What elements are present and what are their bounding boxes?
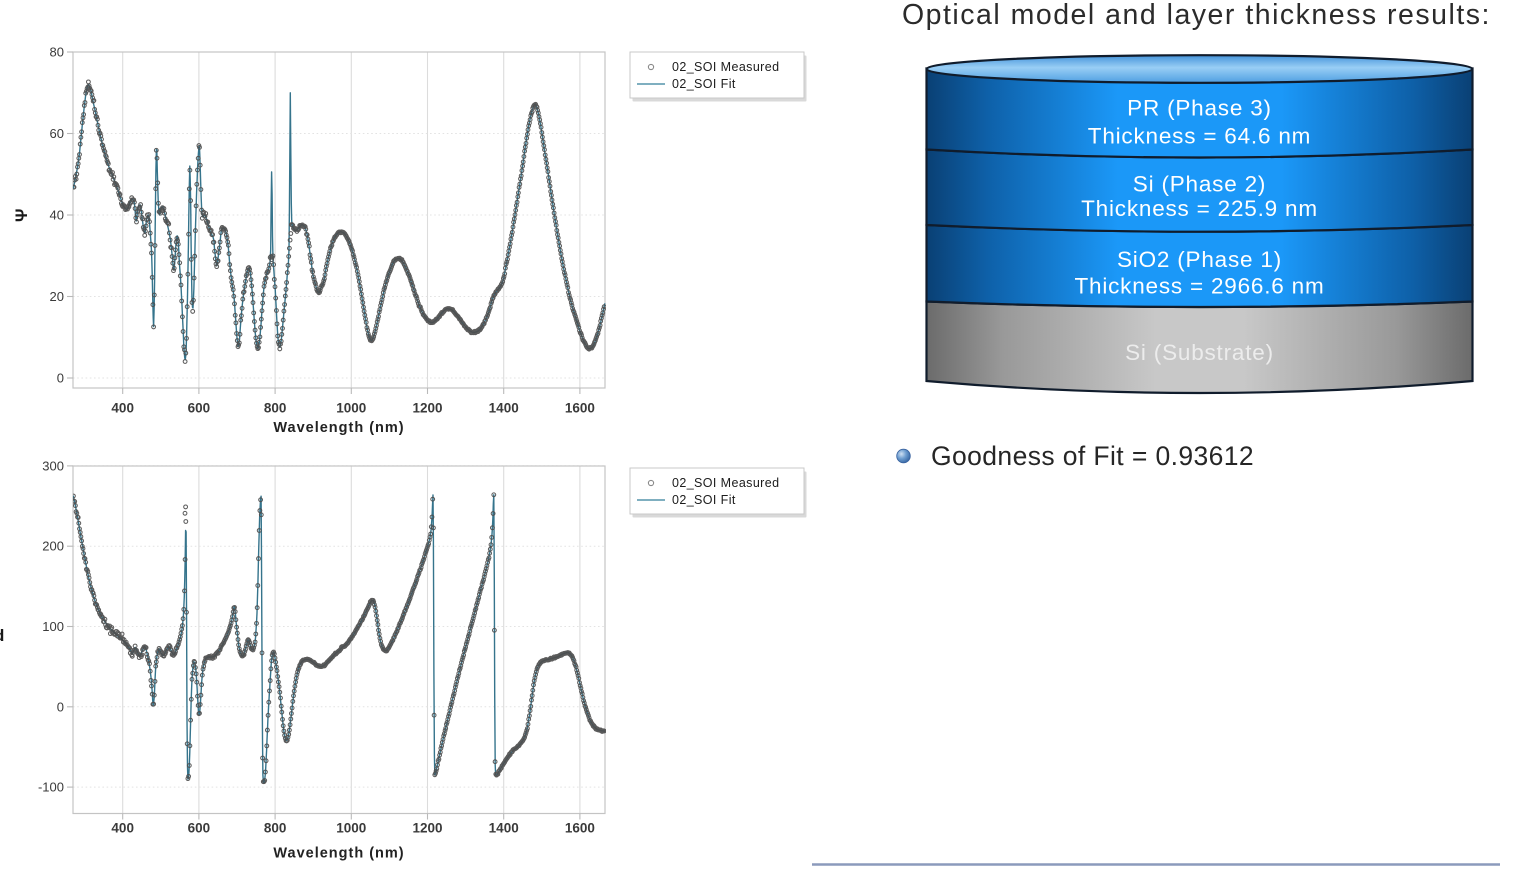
svg-text:Thickness = 225.9 nm: Thickness = 225.9 nm [1081,196,1318,221]
svg-text:Thickness = 2966.6 nm: Thickness = 2966.6 nm [1074,274,1324,299]
svg-text:1200: 1200 [412,821,442,836]
svg-text:80: 80 [50,45,64,60]
svg-text:0: 0 [57,699,64,714]
svg-text:1200: 1200 [412,401,442,416]
svg-text:1600: 1600 [565,401,595,416]
svg-text:100: 100 [42,619,64,634]
svg-text:1400: 1400 [489,821,519,836]
svg-text:-100: -100 [38,780,64,795]
svg-text:1400: 1400 [489,401,519,416]
svg-text:300: 300 [42,458,64,473]
svg-text:200: 200 [42,539,64,554]
svg-text:400: 400 [111,821,134,836]
svg-text:PR (Phase 3): PR (Phase 3) [1127,96,1272,121]
svg-text:40: 40 [50,208,64,223]
svg-text:Thickness = 64.6 nm: Thickness = 64.6 nm [1088,124,1311,149]
svg-text:800: 800 [264,401,287,416]
svg-text:0: 0 [57,371,64,386]
svg-text:1000: 1000 [336,821,366,836]
svg-text:Goodness of Fit = 0.93612: Goodness of Fit = 0.93612 [931,441,1254,471]
svg-text:60: 60 [50,126,64,141]
svg-text:Si (Substrate): Si (Substrate) [1125,340,1274,365]
svg-text:02_SOI Fit: 02_SOI Fit [672,493,736,507]
svg-text:600: 600 [188,401,211,416]
svg-text:Optical model and layer thickn: Optical model and layer thickness result… [902,0,1491,31]
svg-text:Ψ: Ψ [13,209,31,222]
svg-text:600: 600 [188,821,211,836]
svg-text:d: d [0,626,4,645]
svg-text:20: 20 [50,289,64,304]
svg-text:Si (Phase 2): Si (Phase 2) [1133,172,1266,197]
svg-text:SiO2 (Phase 1): SiO2 (Phase 1) [1117,247,1282,272]
svg-text:02_SOI Measured: 02_SOI Measured [672,476,779,490]
svg-text:800: 800 [264,821,287,836]
svg-text:02_SOI Measured: 02_SOI Measured [672,60,779,74]
svg-text:02_SOI Fit: 02_SOI Fit [672,77,736,91]
svg-text:400: 400 [111,401,134,416]
svg-text:Wavelength (nm): Wavelength (nm) [273,420,404,436]
svg-text:1000: 1000 [336,401,366,416]
svg-text:1600: 1600 [565,821,595,836]
svg-text:Wavelength (nm): Wavelength (nm) [273,846,404,862]
